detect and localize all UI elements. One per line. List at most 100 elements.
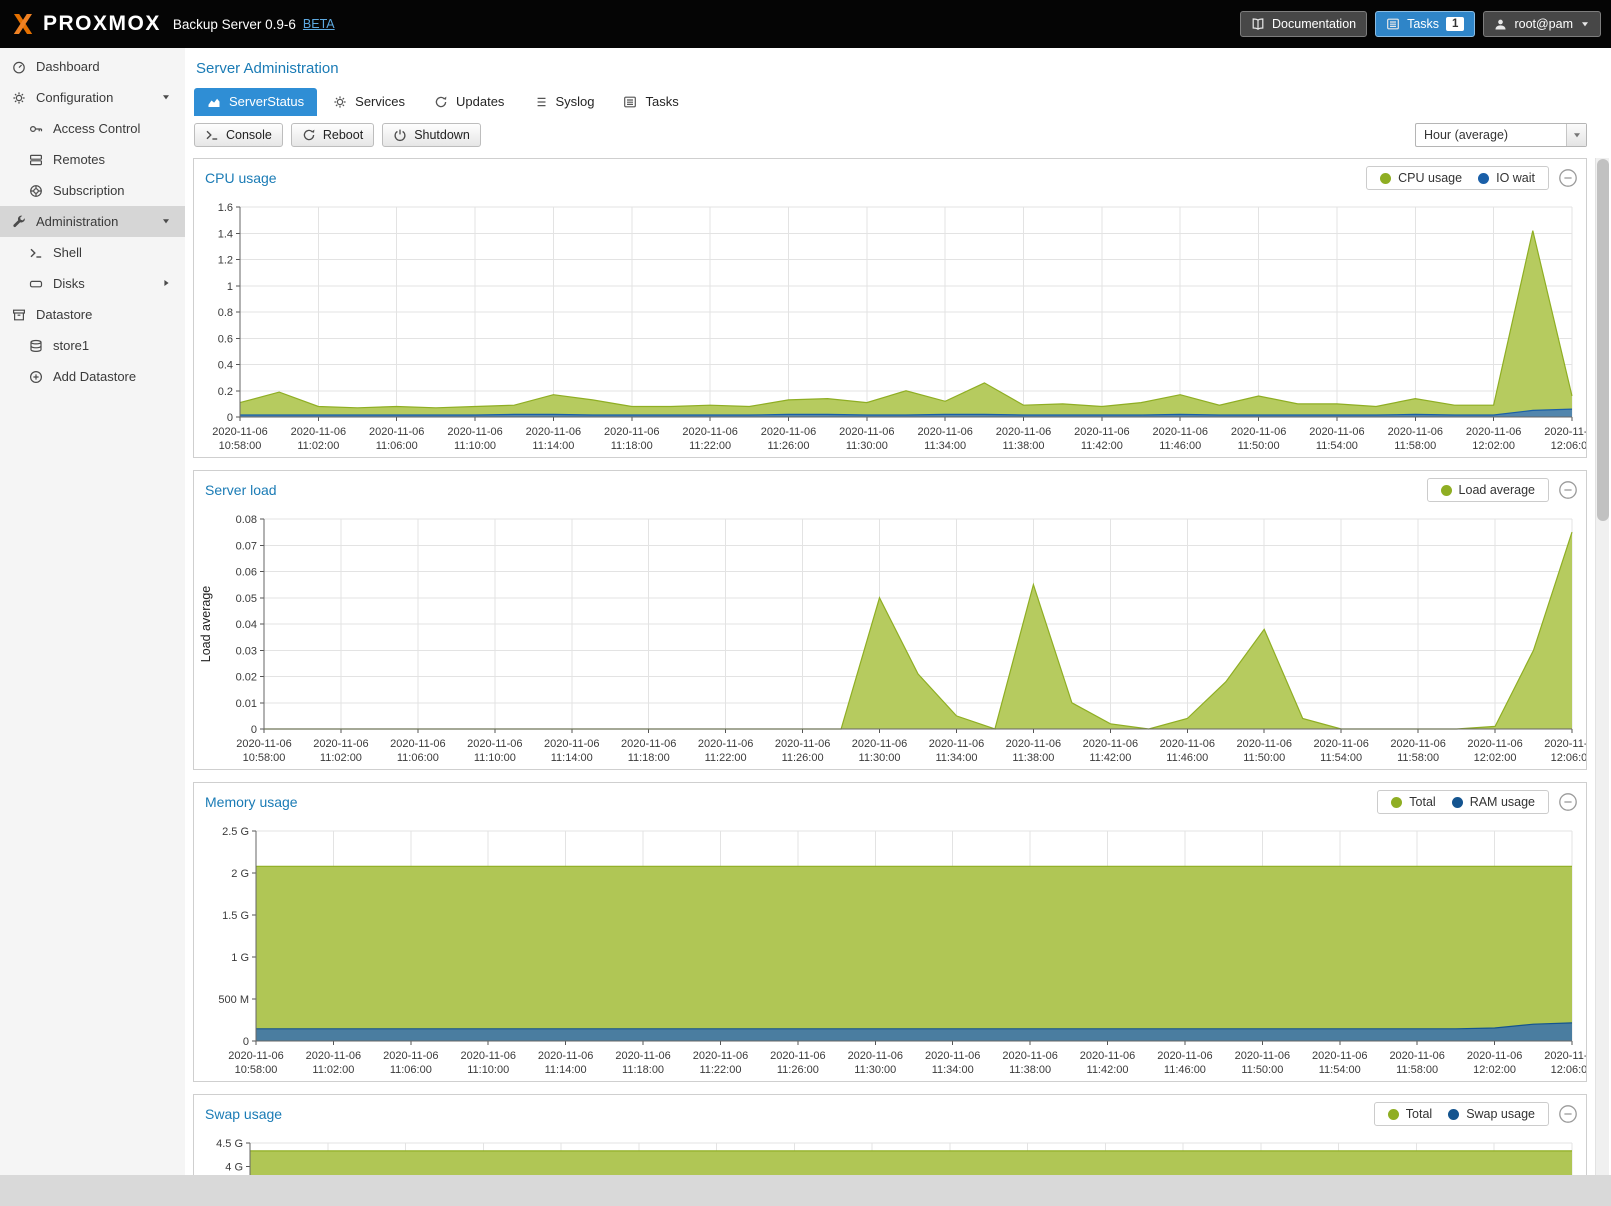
svg-text:2020-11-06: 2020-11-06 [1544,738,1586,750]
legend-label: Load average [1458,483,1535,497]
legend-item[interactable]: Total [1391,795,1436,809]
panel-header: CPU usage CPU usage IO wait [194,159,1586,197]
gears-icon [12,91,27,105]
sidebar-item-access-control[interactable]: Access Control [0,113,185,144]
sidebar-item-label: Remotes [53,152,106,167]
legend-label: RAM usage [1469,795,1535,809]
collapse-panel-button[interactable] [1558,792,1578,812]
console-label: Console [226,128,272,142]
user-menu-button[interactable]: root@pam [1483,11,1601,37]
legend-dot-icon [1478,172,1490,184]
vertical-scrollbar[interactable] [1595,158,1609,1175]
svg-text:2 G: 2 G [231,868,249,880]
sidebar-item-administration[interactable]: Administration [0,206,185,237]
sidebar: Dashboard Configuration Access Control Remo… [0,48,185,1175]
svg-text:11:38:00: 11:38:00 [1012,752,1054,764]
collapse-panel-button[interactable] [1558,1104,1578,1124]
svg-text:12:06:00: 12:06:00 [1551,752,1586,764]
sidebar-item-disks[interactable]: Disks [0,268,185,299]
chart-area-icon [207,95,221,109]
sidebar-item-shell[interactable]: Shell [0,237,185,268]
svg-text:0.4: 0.4 [218,360,233,372]
legend-item[interactable]: Total [1387,1107,1432,1121]
svg-text:2020-11-06: 2020-11-06 [693,1050,748,1062]
plus-circle-icon [29,370,44,384]
sidebar-item-add-datastore[interactable]: Add Datastore [0,361,185,392]
svg-text:0.6: 0.6 [218,333,233,345]
chart-legend: Total Swap usage [1373,1102,1549,1126]
tab-syslog[interactable]: Syslog [520,88,607,116]
sidebar-item-label: Datastore [36,307,93,322]
svg-text:1.5 G: 1.5 G [222,910,249,922]
timeframe-select[interactable]: Hour (average) [1415,123,1587,147]
beta-link[interactable]: BETA [302,17,335,31]
legend-label: IO wait [1496,171,1535,185]
svg-text:2020-11-06: 2020-11-06 [1074,426,1129,438]
gears-icon [333,95,347,109]
server-icon [29,153,44,167]
sidebar-item-dashboard[interactable]: Dashboard [0,51,185,82]
svg-text:2020-11-06: 2020-11-06 [306,1050,361,1062]
timeframe-trigger[interactable] [1566,124,1586,146]
reboot-button[interactable]: Reboot [290,123,375,147]
sidebar-item-remotes[interactable]: Remotes [0,144,185,175]
svg-text:11:38:00: 11:38:00 [1003,440,1045,452]
documentation-label: Documentation [1272,17,1357,31]
svg-text:0.08: 0.08 [236,514,257,526]
svg-text:11:50:00: 11:50:00 [1243,752,1285,764]
svg-text:2020-11-06: 2020-11-06 [1237,738,1292,750]
svg-text:2020-11-06: 2020-11-06 [1235,1050,1290,1062]
svg-text:11:02:00: 11:02:00 [312,1064,354,1076]
svg-text:1.6: 1.6 [218,202,233,214]
svg-text:2020-11-06: 2020-11-06 [1309,426,1364,438]
svg-text:11:18:00: 11:18:00 [628,752,670,764]
svg-text:2020-11-06: 2020-11-06 [544,738,599,750]
console-button[interactable]: Console [194,123,283,147]
svg-text:2020-11-06: 2020-11-06 [390,738,445,750]
collapse-panel-button[interactable] [1558,480,1578,500]
svg-text:0.07: 0.07 [236,540,257,552]
svg-text:12:06:00: 12:06:00 [1551,1064,1586,1076]
tab-services[interactable]: Services [320,88,418,116]
cpu-usage-chart: 0 0.2 0.4 0.6 0.8 1 1.2 1.4 1.6 2020-11-06 10:58:0… [212,202,1586,452]
top-header-bar: PROXMOX Backup Server 0.9-6 BETA Documen… [0,0,1611,48]
caret-right-icon [161,278,176,288]
legend-item[interactable]: RAM usage [1451,795,1535,809]
shutdown-label: Shutdown [414,128,470,142]
svg-text:0: 0 [243,1036,249,1048]
legend-dot-icon [1391,796,1403,808]
legend-item[interactable]: IO wait [1478,171,1535,185]
legend-item[interactable]: CPU usage [1380,171,1462,185]
book-icon [1251,17,1265,31]
scrollbar-thumb[interactable] [1597,159,1609,521]
sidebar-item-configuration[interactable]: Configuration [0,82,185,113]
collapse-panel-button[interactable] [1558,168,1578,188]
svg-text:1.4: 1.4 [218,228,233,240]
shutdown-button[interactable]: Shutdown [382,123,481,147]
svg-text:2020-11-06: 2020-11-06 [615,1050,670,1062]
tab-updates[interactable]: Updates [421,88,517,116]
tab-label: Syslog [555,94,595,109]
svg-text:500 M: 500 M [218,994,249,1006]
chart-legend: CPU usage IO wait [1366,166,1549,190]
main-content: Server Administration ServerStatus Servic… [185,48,1611,1175]
tasks-button[interactable]: Tasks 1 [1375,11,1476,37]
legend-label: Total [1409,795,1436,809]
svg-text:2020-11-06: 2020-11-06 [1390,738,1445,750]
sidebar-item-label: Administration [36,214,119,229]
legend-item[interactable]: Swap usage [1448,1107,1535,1121]
tab-serverstatus[interactable]: ServerStatus [194,88,318,116]
legend-item[interactable]: Load average [1440,483,1535,497]
bottom-strip [0,1175,1611,1206]
svg-text:11:54:00: 11:54:00 [1320,752,1362,764]
refresh-icon [434,95,448,109]
sidebar-item-subscription[interactable]: Subscription [0,175,185,206]
sidebar-item-datastore[interactable]: Datastore [0,299,185,330]
sidebar-item-label: Access Control [53,121,141,136]
tab-tasks[interactable]: Tasks [610,88,691,116]
documentation-button[interactable]: Documentation [1240,11,1368,37]
legend-dot-icon [1451,796,1463,808]
svg-text:10:58:00: 10:58:00 [219,440,262,452]
sidebar-item-label: Shell [53,245,82,260]
sidebar-item-store1[interactable]: store1 [0,330,185,361]
